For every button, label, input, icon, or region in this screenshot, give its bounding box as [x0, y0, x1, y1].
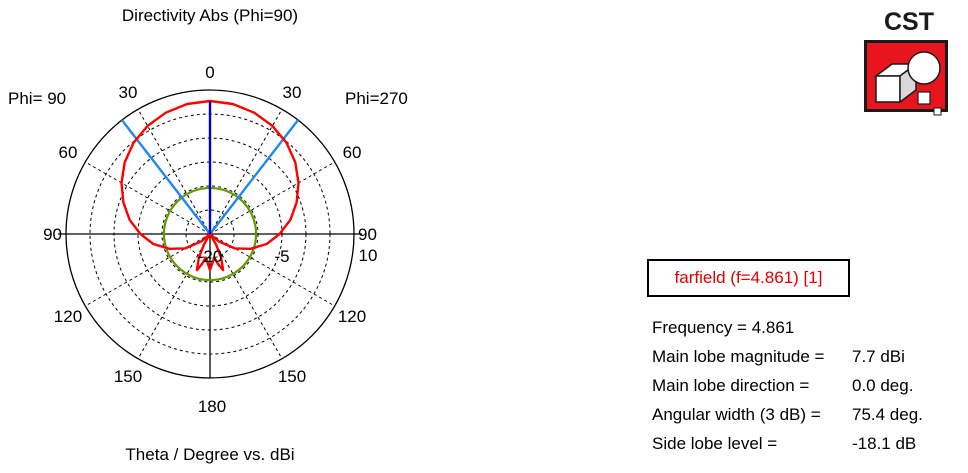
info-value: -18.1 dB [852, 434, 917, 453]
info-value: 0.0 deg. [852, 376, 914, 395]
pattern-series [120, 99, 300, 272]
logo-tiny-cube [933, 107, 942, 116]
radial-tick-label: -5 [274, 247, 289, 266]
angle-tick-label: 150 [114, 367, 142, 386]
grid-spoke [85, 161, 211, 235]
beamwidth-line [120, 119, 211, 235]
angle-tick-label: 90 [358, 225, 377, 244]
logo-cube-front [875, 75, 901, 103]
radial-tick-label: -20 [198, 247, 223, 266]
info-key: Side lobe level = [652, 434, 782, 453]
grid-spoke [209, 161, 335, 235]
angle-tick-label: 30 [283, 83, 302, 102]
info-key: Main lobe magnitude = [652, 347, 830, 366]
logo-text: CST [884, 8, 934, 36]
chart-x-axis-label: Theta / Degree vs. dBi [125, 445, 295, 464]
angle-tick-label: 0 [205, 63, 214, 82]
info-value: 75.4 deg. [852, 405, 923, 424]
logo-small-cube [917, 91, 931, 105]
info-key: Frequency = 4.861 [652, 318, 795, 337]
info-key: Main lobe direction = [652, 376, 815, 395]
angle-tick-label: 180 [198, 397, 226, 416]
chart-title: Directivity Abs (Phi=90) [121, 6, 299, 25]
angle-tick-label: 120 [338, 307, 366, 326]
angle-tick-label: 30 [119, 83, 138, 102]
grid-spoke [137, 233, 211, 359]
legend-entry: farfield (f=4.861) [1] [647, 259, 850, 297]
angle-tick-label: 120 [54, 307, 82, 326]
angle-tick-label: 60 [343, 143, 362, 162]
right-plane-label: Phi=270 [345, 89, 408, 108]
polar-plot: 0 30 30 60 60 90 90 120 120 150 150 180 -20 -5 10 Phi= … [8, 63, 408, 416]
logo-sphere [907, 51, 941, 85]
grid-spoke [137, 109, 211, 235]
cst-logo: CST [864, 8, 948, 116]
grid-spoke [209, 233, 283, 359]
info-value: 7.7 dBi [852, 347, 905, 366]
beamwidth-line [209, 119, 300, 235]
angle-tick-label: 90 [43, 225, 62, 244]
left-plane-label: Phi= 90 [8, 89, 66, 108]
radial-tick-label: 10 [359, 246, 378, 265]
angle-tick-label: 60 [59, 143, 78, 162]
grid-spoke [209, 109, 283, 235]
angle-tick-label: 150 [278, 367, 306, 386]
info-key: Angular width (3 dB) = [652, 405, 826, 424]
